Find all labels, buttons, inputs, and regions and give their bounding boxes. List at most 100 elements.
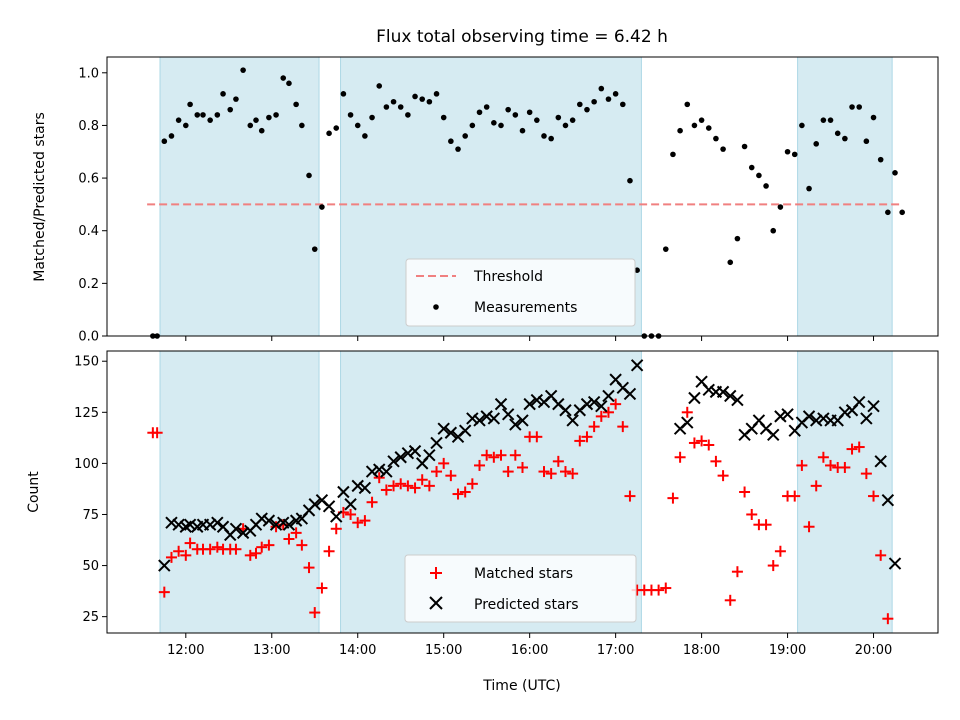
measurement-point xyxy=(253,117,259,123)
matched-star-point xyxy=(509,449,521,461)
matched-star-point xyxy=(552,455,564,467)
matched-star-point xyxy=(409,482,421,494)
matched-star-point xyxy=(495,449,507,461)
predicted-legend-swatch xyxy=(429,596,443,610)
measurement-point xyxy=(433,91,440,97)
matched-star-point xyxy=(256,541,268,553)
predicted-star-point xyxy=(380,465,393,478)
matched-star-point xyxy=(204,543,216,555)
measurement-point xyxy=(311,246,318,252)
predicted-star-point xyxy=(255,512,268,525)
matched-star-point xyxy=(696,435,708,447)
matched-star-point xyxy=(345,508,357,520)
count-x-tick-label: 16:00 xyxy=(511,643,548,658)
count-panel: 25 50 75 100 125 150 12:00 13:00 14:00 15:00 16:0… xyxy=(26,350,939,694)
threshold-legend-label: Threshold xyxy=(473,269,543,285)
predicted-star-point xyxy=(810,414,823,427)
matched-star-point xyxy=(617,421,629,433)
measurement-point xyxy=(834,130,841,137)
matched-star-point xyxy=(431,466,443,478)
predicted-star-point xyxy=(559,404,572,417)
measurement-point xyxy=(448,138,454,145)
measurement-point xyxy=(885,209,891,216)
measurement-point xyxy=(405,112,411,118)
matched-star-point xyxy=(545,468,557,480)
measurement-point xyxy=(247,122,254,129)
measurement-point xyxy=(440,114,447,121)
measurement-point xyxy=(820,117,827,123)
measurement-point xyxy=(455,146,461,152)
matched-star-point xyxy=(731,566,743,578)
measurement-point xyxy=(383,104,390,110)
ratio-y-tick-label: 0.2 xyxy=(78,277,99,292)
measurement-point xyxy=(813,141,820,147)
predicted-star-point xyxy=(423,449,436,462)
measurement-point xyxy=(605,96,612,102)
ratio-y-tick-label: 0.0 xyxy=(78,330,99,345)
measurement-point xyxy=(756,172,762,179)
matched-star-point xyxy=(309,607,321,619)
matched-star-point xyxy=(717,470,729,482)
matched-star-point xyxy=(746,508,758,520)
measurement-point xyxy=(227,106,234,113)
measurement-point xyxy=(698,117,705,123)
predicted-star-point xyxy=(566,414,579,427)
predicted-star-point xyxy=(530,393,544,407)
matched-star-point xyxy=(681,406,693,418)
matched-star-point xyxy=(538,466,550,478)
measurement-point xyxy=(306,172,312,179)
matched-star-point xyxy=(303,562,315,574)
count-x-tick-label: 15:00 xyxy=(425,643,462,658)
matched-star-point xyxy=(588,421,600,433)
measurement-point xyxy=(240,67,246,73)
predicted-star-point xyxy=(172,518,185,531)
predicted-star-point xyxy=(767,428,780,441)
matched-star-point xyxy=(184,537,196,549)
matched-star-point xyxy=(760,519,772,531)
matched-star-point xyxy=(574,435,586,447)
matched-legend-label: Matched stars xyxy=(474,566,573,582)
matched-star-point xyxy=(395,478,407,490)
predicted-star-point xyxy=(262,514,276,527)
measurement-point xyxy=(505,106,511,113)
matched-star-point xyxy=(653,584,665,596)
predicted-star-point xyxy=(731,393,744,407)
measurement-point xyxy=(412,93,418,100)
measurement-point xyxy=(899,209,905,216)
measurement-point xyxy=(214,112,221,118)
measurement-point xyxy=(713,135,719,142)
measurement-point xyxy=(207,117,213,123)
matched-star-point xyxy=(817,451,829,463)
measurement-point xyxy=(194,112,201,118)
measurement-point xyxy=(187,101,193,108)
measurement-point xyxy=(777,204,784,210)
matched-star-point xyxy=(559,466,571,478)
count-y-tick-label: 50 xyxy=(82,559,99,574)
measurement-point xyxy=(577,101,583,108)
measurements-series xyxy=(150,67,905,339)
predicted-star-point xyxy=(408,444,422,458)
matched-star-point xyxy=(488,451,500,463)
matched-star-point xyxy=(323,545,335,557)
matched-star-point xyxy=(366,496,378,508)
predicted-star-point xyxy=(509,418,522,431)
matched-star-point xyxy=(173,545,185,557)
measurement-point xyxy=(354,122,361,129)
count-y-axis: 25 50 75 100 125 150 xyxy=(74,355,107,625)
predicted-star-point xyxy=(229,522,243,535)
predicted-star-point xyxy=(494,397,508,411)
measurement-point xyxy=(347,112,354,118)
predicted-star-point xyxy=(860,412,873,425)
ratio-y-axis-label: Matched/Predicted stars xyxy=(32,112,48,282)
measurement-point xyxy=(662,246,669,252)
measurement-point xyxy=(369,114,375,121)
count-x-tick-label: 18:00 xyxy=(683,643,720,658)
predicted-star-point xyxy=(394,451,407,464)
count-y-tick-label: 100 xyxy=(74,457,99,472)
measurement-point xyxy=(266,114,272,121)
predicted-star-point xyxy=(587,395,601,409)
matched-star-point xyxy=(789,490,801,502)
measurement-point xyxy=(512,112,519,118)
matched-legend-swatch xyxy=(430,567,442,579)
count-legend-box xyxy=(404,554,637,623)
